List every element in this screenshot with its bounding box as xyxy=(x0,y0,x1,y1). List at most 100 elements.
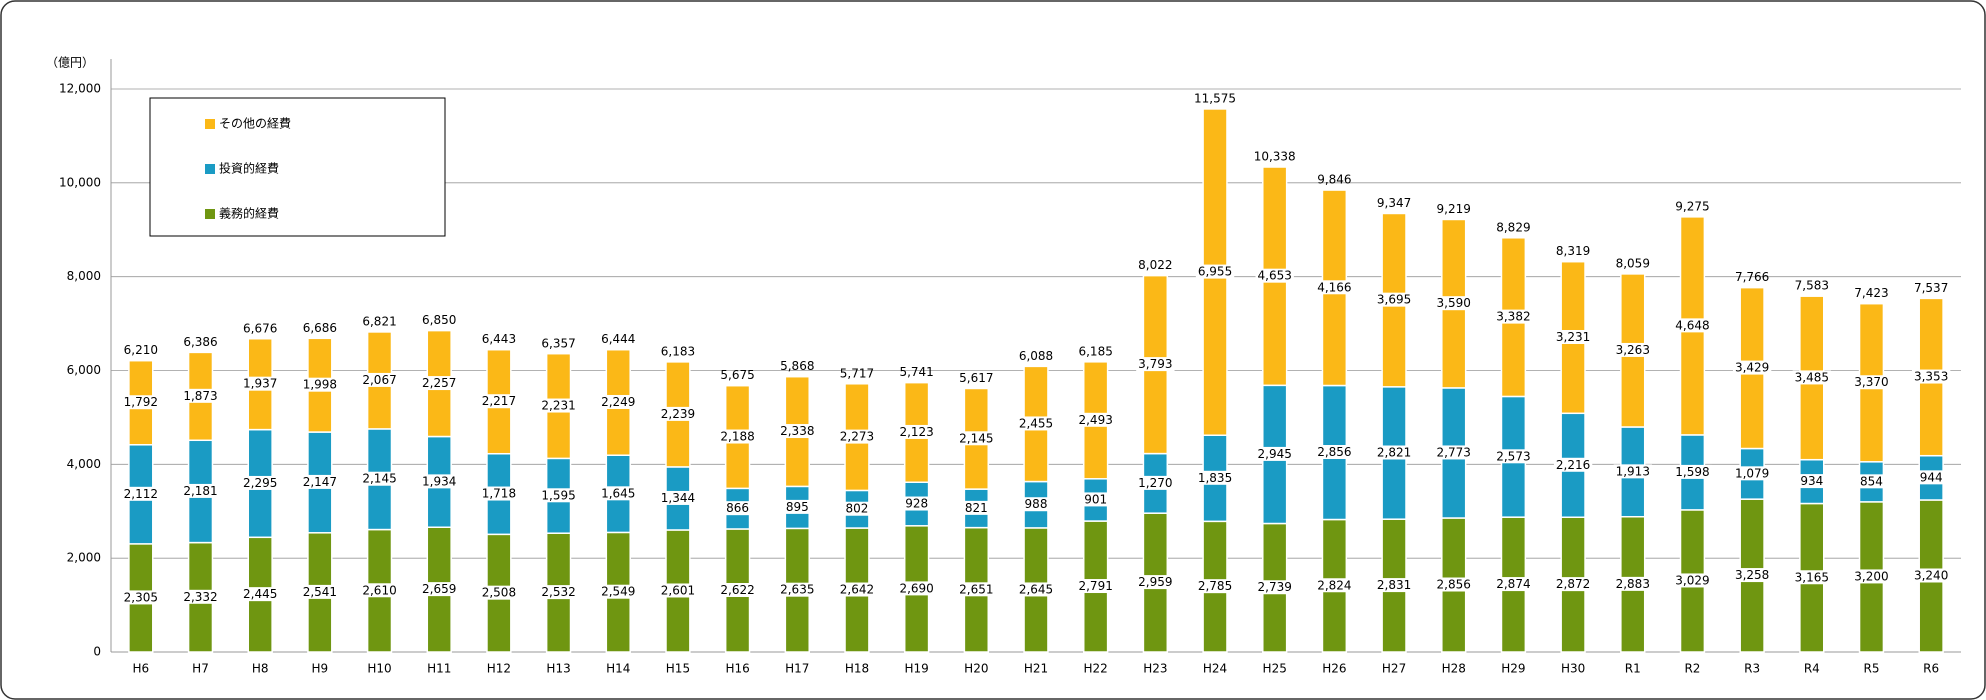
label-background xyxy=(1076,412,1115,427)
label-background xyxy=(300,474,340,489)
value-label: 6,183 xyxy=(661,344,695,358)
value-label: 6,357 xyxy=(541,336,575,350)
x-tick-label: H10 xyxy=(367,662,391,676)
label-background xyxy=(957,431,996,446)
x-tick-label: H30 xyxy=(1561,662,1585,676)
value-label: 2,610 xyxy=(362,583,396,597)
value-label: 2,257 xyxy=(422,376,456,390)
value-label: 6,850 xyxy=(422,313,456,327)
x-tick-label: H15 xyxy=(666,662,690,676)
legend-swatch xyxy=(205,209,215,219)
value-label: 2,856 xyxy=(1317,445,1351,459)
legend-label: 義務的経費 xyxy=(219,206,279,221)
value-label: 2,231 xyxy=(541,399,575,413)
value-label: 2,773 xyxy=(1437,445,1471,459)
value-label: 901 xyxy=(1084,492,1107,506)
value-label: 6,676 xyxy=(243,321,277,335)
value-label: 2,217 xyxy=(482,394,516,408)
label-background xyxy=(241,587,280,602)
value-label: 7,766 xyxy=(1735,270,1769,284)
label-background xyxy=(1911,568,1951,583)
x-tick-label: H21 xyxy=(1024,662,1048,676)
label-background xyxy=(1553,457,1593,472)
x-tick-label: H28 xyxy=(1442,662,1466,676)
value-label: 4,653 xyxy=(1258,269,1292,283)
label-background xyxy=(1195,579,1235,594)
label-background xyxy=(1798,474,1826,489)
label-background xyxy=(778,582,817,597)
x-tick-label: R3 xyxy=(1744,662,1760,676)
value-label: 895 xyxy=(786,500,809,514)
value-label: 11,575 xyxy=(1194,91,1236,105)
value-label: 4,166 xyxy=(1317,280,1351,294)
label-background xyxy=(420,474,459,489)
value-label: 2,332 xyxy=(183,590,217,604)
value-label: 4,648 xyxy=(1675,318,1709,332)
label-background xyxy=(897,424,936,439)
label-background xyxy=(360,372,399,387)
value-label: 6,386 xyxy=(183,335,217,349)
value-label: 8,022 xyxy=(1138,258,1172,272)
x-tick-label: H29 xyxy=(1501,662,1525,676)
label-background xyxy=(1494,577,1533,592)
label-background xyxy=(1076,579,1115,594)
value-label: 10,338 xyxy=(1254,149,1296,163)
label-background xyxy=(1434,296,1473,311)
value-label: 802 xyxy=(846,502,869,516)
x-tick-label: H9 xyxy=(312,662,329,676)
label-background xyxy=(1374,578,1414,593)
value-label: 2,739 xyxy=(1258,580,1292,594)
y-tick-label: 6,000 xyxy=(67,363,101,377)
x-tick-label: H25 xyxy=(1263,662,1287,676)
value-label: 1,998 xyxy=(303,378,337,392)
label-background xyxy=(1553,577,1593,592)
value-label: 2,338 xyxy=(780,424,814,438)
label-background xyxy=(599,584,638,599)
label-background xyxy=(1434,445,1473,460)
label-background xyxy=(897,581,936,596)
value-label: 1,792 xyxy=(124,395,158,409)
value-label: 2,239 xyxy=(661,407,695,421)
value-label: 2,785 xyxy=(1198,579,1232,593)
value-label: 2,067 xyxy=(362,373,396,387)
value-label: 3,429 xyxy=(1735,361,1769,375)
value-label: 5,741 xyxy=(899,365,933,379)
value-label: 1,270 xyxy=(1138,476,1172,490)
value-label: 6,686 xyxy=(303,321,337,335)
label-background xyxy=(1016,416,1056,431)
labels: 2,305 2,112 1,792 6,210 2,332 2,181 1,873 6,386… xyxy=(121,91,1951,605)
label-background xyxy=(121,486,161,501)
label-background xyxy=(121,590,161,605)
value-label: 3,590 xyxy=(1437,296,1471,310)
label-background xyxy=(957,582,996,597)
label-background xyxy=(539,488,578,503)
value-label: 821 xyxy=(965,501,988,515)
value-label: 854 xyxy=(1860,474,1883,488)
label-background xyxy=(121,395,161,410)
label-background xyxy=(1613,576,1652,591)
label-background xyxy=(1434,577,1473,592)
value-label: 8,059 xyxy=(1616,256,1650,270)
value-label: 1,718 xyxy=(482,487,516,501)
value-label: 2,824 xyxy=(1317,578,1351,592)
value-label: 3,240 xyxy=(1914,568,1948,582)
label-background xyxy=(1195,470,1235,485)
y-tick-label: 10,000 xyxy=(59,175,101,189)
value-label: 2,945 xyxy=(1258,447,1292,461)
label-background xyxy=(962,500,990,515)
value-label: 1,934 xyxy=(422,474,456,488)
label-background xyxy=(1315,445,1354,460)
value-label: 9,846 xyxy=(1317,173,1351,187)
label-background xyxy=(658,406,698,421)
value-label: 2,295 xyxy=(243,476,277,490)
label-background xyxy=(1613,464,1652,479)
value-label: 7,423 xyxy=(1854,286,1888,300)
x-tick-label: H6 xyxy=(133,662,150,676)
value-label: 3,382 xyxy=(1496,310,1530,324)
label-background xyxy=(420,582,459,597)
value-label: 2,601 xyxy=(661,583,695,597)
y-tick-label: 0 xyxy=(93,645,101,659)
